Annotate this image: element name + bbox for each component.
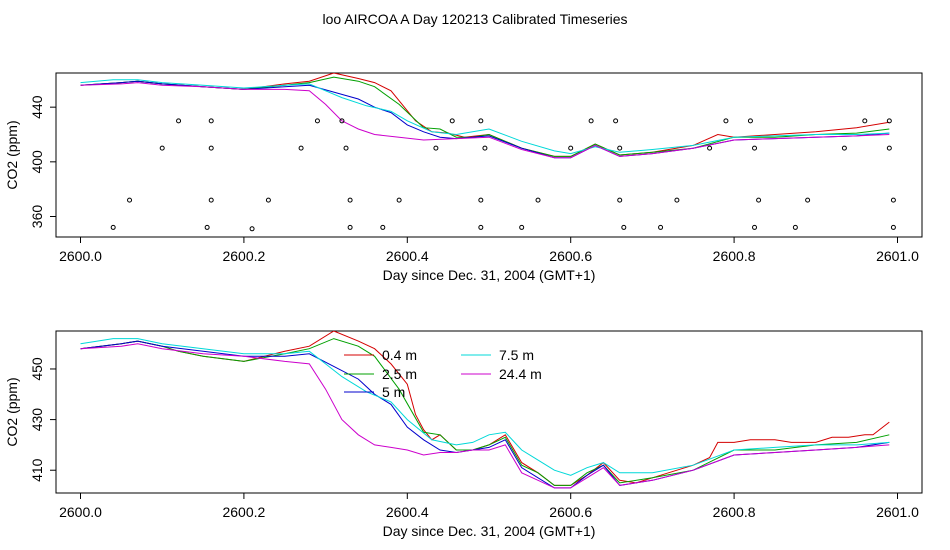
- x-tick-label: 2600.2: [222, 248, 265, 264]
- scatter-point: [617, 145, 623, 151]
- figure-title: loo AIRCOA A Day 120213 Calibrated Times…: [322, 11, 628, 27]
- plot-frame: [55, 330, 923, 494]
- scatter-point: [621, 224, 627, 230]
- scatter-point: [127, 197, 133, 203]
- scatter-point: [613, 118, 619, 124]
- scatter-point: [886, 145, 892, 151]
- y-tick-label: 450: [29, 357, 45, 381]
- scatter-point: [756, 197, 762, 203]
- scatter-point: [478, 197, 484, 203]
- x-tick-label: 2600.6: [549, 504, 592, 520]
- scatter-point: [314, 118, 320, 124]
- scatter-point: [841, 145, 847, 151]
- legend-label: 24.4 m: [499, 366, 542, 382]
- x-tick-label: 2601.0: [876, 248, 919, 264]
- scatter-point: [347, 197, 353, 203]
- y-tick-label: 360: [29, 205, 45, 229]
- scatter-point: [674, 197, 680, 203]
- scatter-point: [886, 118, 892, 124]
- series-line-3: [80, 79, 890, 155]
- scatter-point: [449, 118, 455, 124]
- x-tick-label: 2601.0: [876, 504, 919, 520]
- scatter-point: [347, 224, 353, 230]
- x-tick-label: 2600.0: [59, 504, 102, 520]
- scatter-point: [890, 197, 896, 203]
- scatter-point: [208, 145, 214, 151]
- scatter-point: [617, 197, 623, 203]
- y-tick-label: 440: [29, 95, 45, 119]
- scatter-point: [204, 224, 210, 230]
- x-tick-label: 2600.4: [386, 504, 429, 520]
- scatter-point: [805, 197, 811, 203]
- series-line-4: [80, 82, 890, 159]
- x-tick-label: 2600.8: [713, 248, 756, 264]
- scatter-point: [482, 145, 488, 151]
- scatter-point: [707, 145, 713, 151]
- scatter-point: [478, 224, 484, 230]
- scatter-point: [380, 224, 386, 230]
- scatter-point: [862, 118, 868, 124]
- y-tick-label: 400: [29, 150, 45, 174]
- scatter-point: [752, 145, 758, 151]
- x-tick-label: 2600.8: [713, 504, 756, 520]
- legend-label: 5 m: [382, 384, 405, 400]
- scatter-point: [519, 224, 525, 230]
- series-line-0-4-m: [80, 331, 890, 486]
- y-tick-label: 430: [29, 408, 45, 432]
- series-line-1: [80, 76, 890, 157]
- series-line-7-5-m: [80, 338, 890, 476]
- scatter-point: [478, 118, 484, 124]
- x-tick-label: 2600.4: [386, 248, 429, 264]
- scatter-point: [396, 197, 402, 203]
- scatter-point: [110, 224, 116, 230]
- x-axis-label: Day since Dec. 31, 2004 (GMT+1): [383, 267, 596, 283]
- y-axis-label: CO2 (ppm): [4, 120, 20, 189]
- scatter-point: [159, 145, 165, 151]
- y-tick-label: 410: [29, 458, 45, 482]
- scatter-point: [723, 118, 729, 124]
- scatter-point: [249, 226, 255, 232]
- scatter-point: [339, 118, 345, 124]
- scatter-point: [208, 197, 214, 203]
- scatter-point: [298, 145, 304, 151]
- series-line-2-5-m: [80, 338, 890, 486]
- scatter-point: [588, 118, 594, 124]
- series-line-24-4-m: [80, 343, 890, 489]
- scatter-point: [752, 224, 758, 230]
- legend-label: 2.5 m: [382, 366, 417, 382]
- y-axis-label: CO2 (ppm): [4, 377, 20, 446]
- scatter-point: [433, 145, 439, 151]
- series-line-5-m: [80, 340, 890, 489]
- legend-label: 7.5 m: [499, 347, 534, 363]
- scatter-point: [535, 197, 541, 203]
- scatter-point: [792, 224, 798, 230]
- scatter-point: [890, 224, 896, 230]
- scatter-point: [265, 197, 271, 203]
- x-axis-label: Day since Dec. 31, 2004 (GMT+1): [383, 523, 596, 539]
- scatter-point: [343, 145, 349, 151]
- scatter-point: [568, 145, 574, 151]
- x-tick-label: 2600.6: [549, 248, 592, 264]
- x-tick-label: 2600.2: [222, 504, 265, 520]
- scatter-point: [658, 224, 664, 230]
- scatter-point: [208, 118, 214, 124]
- scatter-point: [176, 118, 182, 124]
- legend-label: 0.4 m: [382, 347, 417, 363]
- x-tick-label: 2600.0: [59, 248, 102, 264]
- scatter-point: [747, 118, 753, 124]
- plot-frame: [55, 72, 923, 238]
